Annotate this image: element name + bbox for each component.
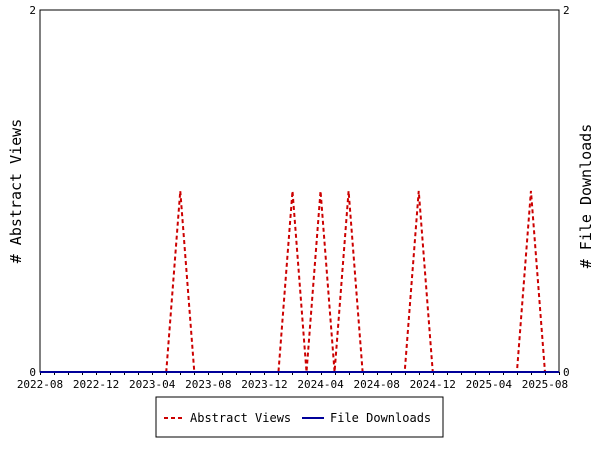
x-tick-label: 2023-12 [241, 378, 287, 391]
x-tick-label: 2025-04 [466, 378, 513, 391]
x-tick-label: 2022-08 [17, 378, 63, 391]
y-left-tick-label: 2 [29, 4, 36, 17]
axis-labels: 2022-08 2022-12 2023-04 2023-08 2023-12 2024-… [17, 4, 570, 391]
y-left-tick-label: 0 [29, 366, 36, 379]
y-right-tick-label: 2 [563, 4, 570, 17]
x-tick-label: 2022-12 [73, 378, 119, 391]
y-right-tick-label: 0 [563, 366, 570, 379]
x-tick-label: 2024-04 [297, 378, 344, 391]
x-tick-label: 2024-12 [410, 378, 456, 391]
legend-label-abstract-views: Abstract Views [190, 411, 291, 425]
y-axis-right-title: # File Downloads [577, 124, 595, 269]
legend: Abstract Views File Downloads [155, 396, 444, 438]
y-axis-left-title: # Abstract Views [7, 119, 25, 264]
series-lines [40, 190, 559, 373]
x-tick-label: 2024-08 [353, 378, 399, 391]
x-tick-label: 2023-08 [185, 378, 231, 391]
legend-label-file-downloads: File Downloads [330, 411, 431, 425]
legend-box [155, 396, 444, 438]
x-tick-label: 2023-04 [129, 378, 176, 391]
x-tick-label: 2025-08 [522, 378, 568, 391]
